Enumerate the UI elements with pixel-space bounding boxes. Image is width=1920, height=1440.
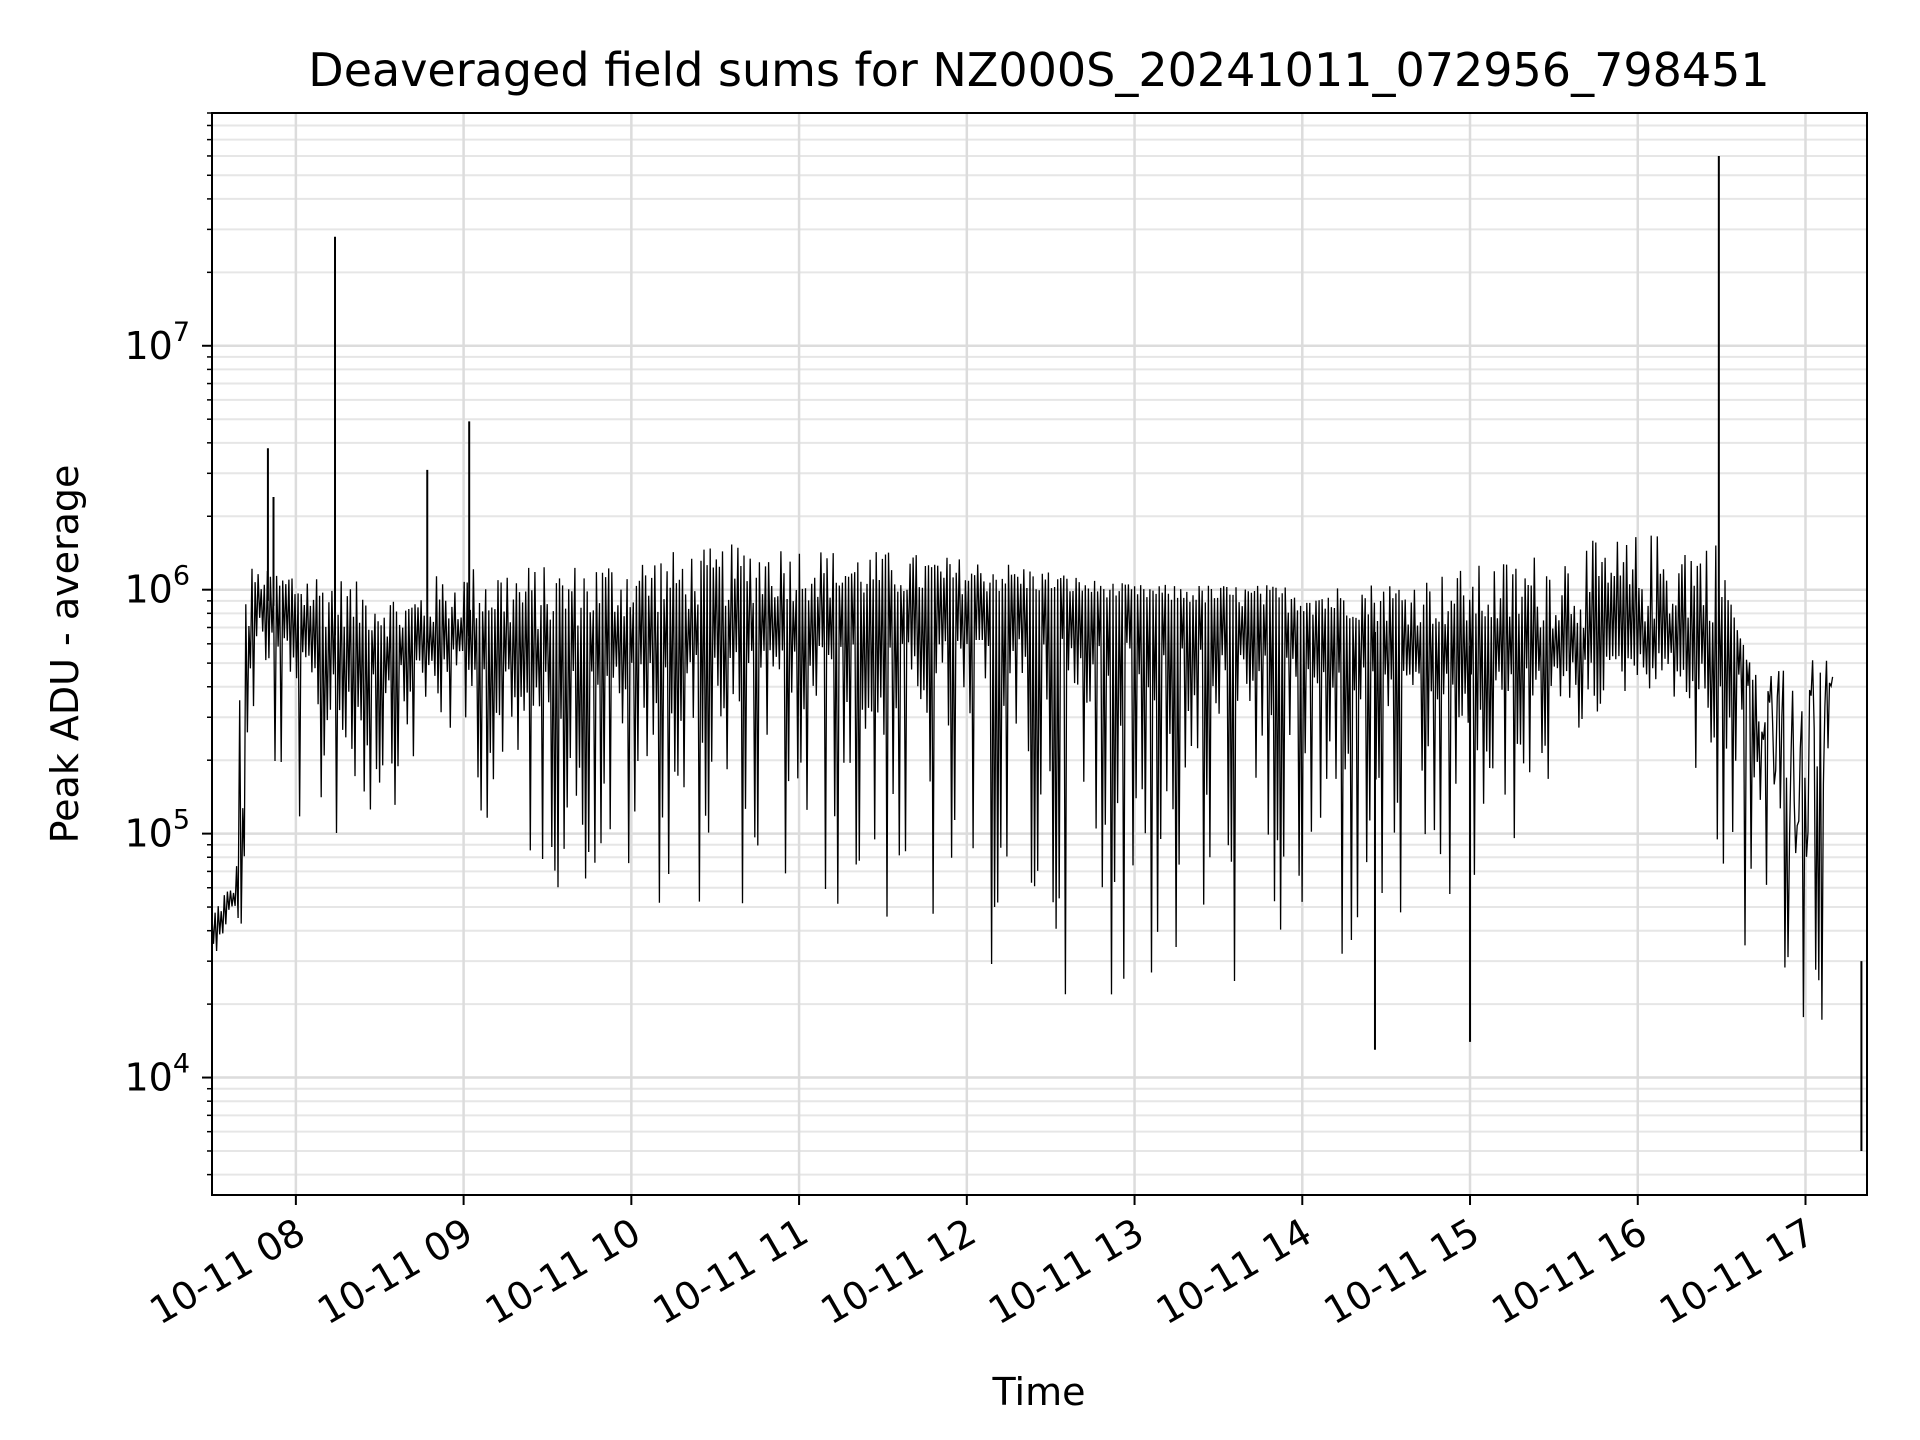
y-tick-base: 10 <box>124 324 172 368</box>
y-tick-base: 10 <box>124 812 172 856</box>
chart-title: Deaveraged field sums for NZ000S_2024101… <box>308 43 1769 97</box>
y-tick-exponent: 5 <box>173 805 190 836</box>
y-tick-label: 107 <box>124 317 190 368</box>
y-tick-exponent: 4 <box>173 1049 190 1080</box>
y-tick-label: 106 <box>124 561 190 612</box>
y-tick-label: 104 <box>124 1049 190 1100</box>
y-tick-base: 10 <box>124 568 172 612</box>
y-tick-base: 10 <box>124 1056 172 1100</box>
y-tick-exponent: 7 <box>173 317 190 348</box>
y-tick-label: 105 <box>124 805 190 856</box>
y-tick-exponent: 6 <box>173 561 190 592</box>
plot-frame <box>211 112 1868 1196</box>
series-line <box>211 535 1834 1020</box>
x-axis-label: Time <box>992 1370 1086 1414</box>
series-layer <box>211 155 1863 1151</box>
y-axis-label: Peak ADU - average <box>43 465 87 844</box>
